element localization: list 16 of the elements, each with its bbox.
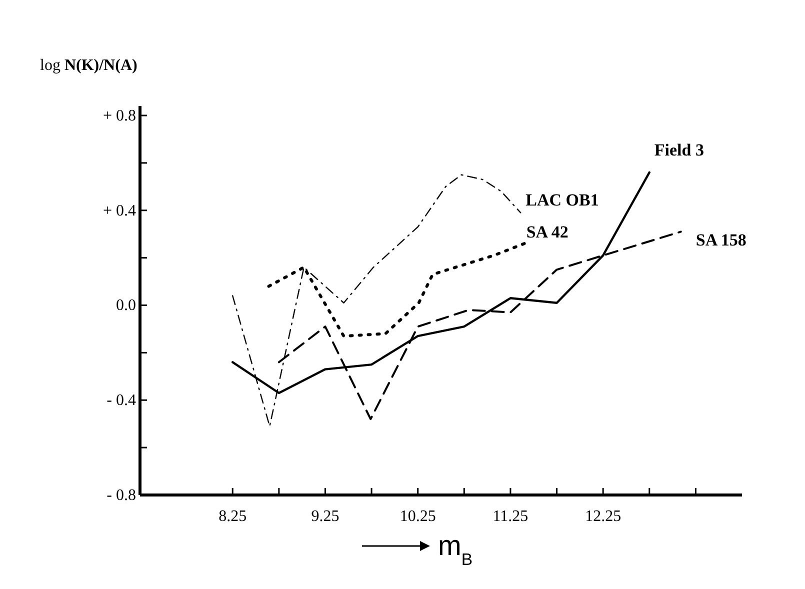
x-tick-label: 12.25 xyxy=(585,508,622,525)
x-tick-label: 8.25 xyxy=(218,508,247,525)
x-tick-label: 9.25 xyxy=(311,508,340,525)
x-tick-label: 11.25 xyxy=(492,508,528,525)
x-tick-label: 10.25 xyxy=(400,508,436,525)
y-tick-label: + 0.8 xyxy=(102,107,136,124)
series-label: SA 42 xyxy=(526,222,568,242)
series-label: Field 3 xyxy=(654,140,704,160)
x-axis-title: m$_{B}$ xyxy=(438,530,473,568)
series-label: SA 158 xyxy=(696,230,746,250)
series-label: LAC OB1 xyxy=(526,190,599,210)
y-tick-label: 0.0 xyxy=(116,297,136,314)
y-tick-label: - 0.4 xyxy=(106,392,136,410)
y-tick-label: + 0.4 xyxy=(102,202,136,220)
y-axis-title: log N(K)/N(A) xyxy=(40,57,138,74)
y-tick-label: - 0.8 xyxy=(106,487,136,504)
